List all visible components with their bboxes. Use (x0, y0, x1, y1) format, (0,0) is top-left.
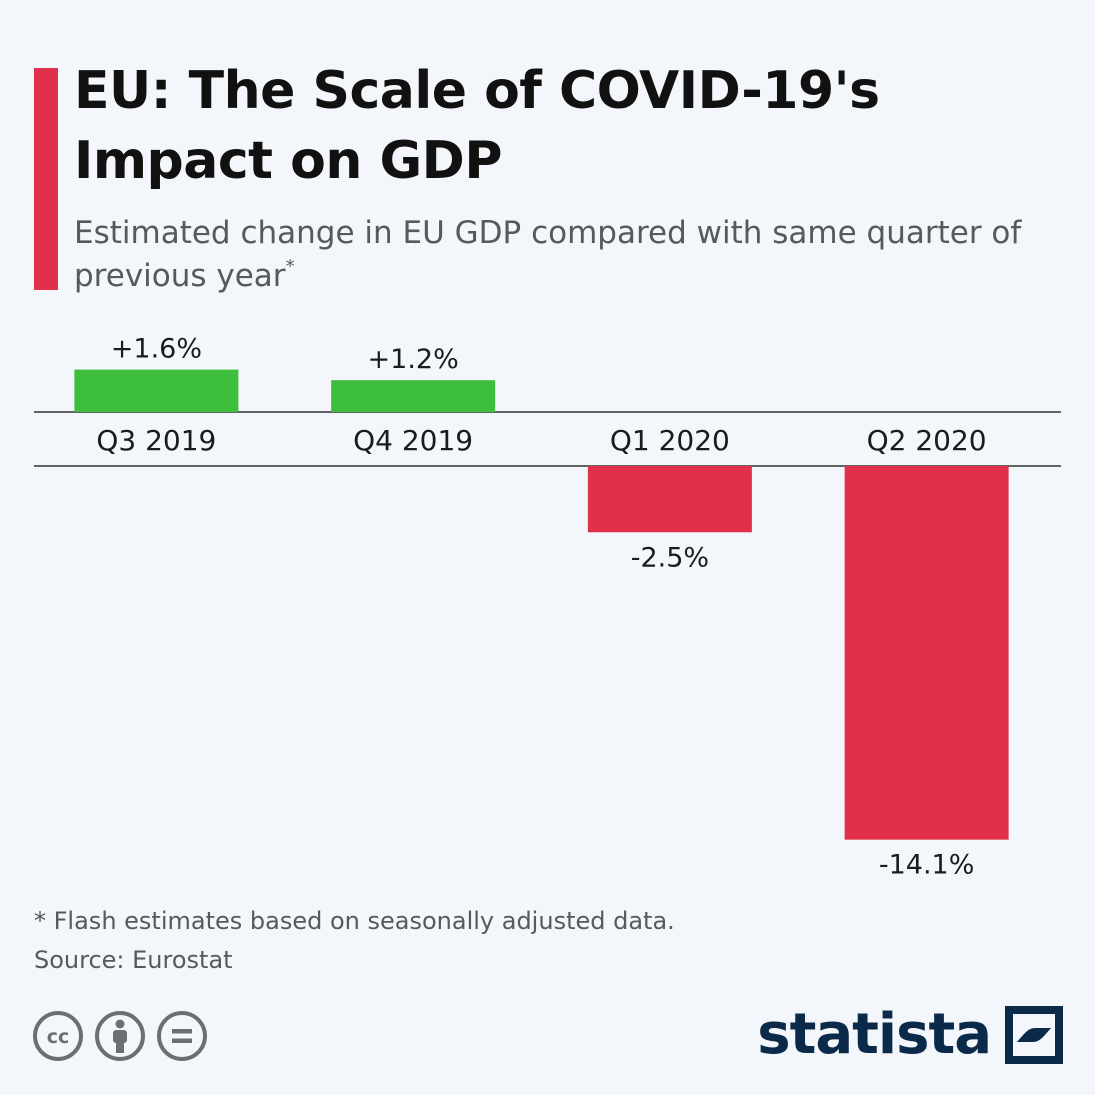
chart-subtitle: Estimated change in EU GDP compared with… (74, 212, 1074, 298)
statista-logo-icon (1005, 1006, 1063, 1064)
subtitle-footnote-marker: * (285, 256, 295, 277)
footnote: * Flash estimates based on seasonally ad… (34, 907, 675, 935)
title-accent-bar (34, 68, 58, 290)
data-label: -14.1% (879, 850, 975, 881)
data-label: +1.2% (368, 344, 459, 375)
x-tick-label: Q1 2020 (610, 424, 730, 457)
bar (331, 380, 496, 412)
x-tick-label: Q3 2019 (96, 424, 216, 457)
no-derivatives-icon[interactable] (156, 1010, 208, 1062)
data-label: -2.5% (631, 542, 709, 573)
brand-name: statista (757, 1002, 992, 1067)
bar-chart: +1.6% Q3 2019 +1.2% Q4 2019 -2.5% Q1 2020 -14.… (34, 334, 1061, 881)
bar (587, 466, 752, 533)
subtitle-text: Estimated change in EU GDP compared with… (74, 215, 1022, 294)
x-tick-label: Q4 2019 (353, 424, 473, 457)
bar (74, 369, 239, 412)
license-icons: cc (32, 1010, 208, 1066)
data-label: +1.6% (111, 334, 202, 365)
brand-logo[interactable]: statista (757, 998, 1063, 1072)
svg-text:cc: cc (47, 1026, 70, 1048)
chart-title: EU: The Scale of COVID-19's Impact on GD… (74, 61, 880, 191)
bar (844, 466, 1009, 840)
attribution-icon[interactable] (94, 1010, 146, 1062)
creative-commons-icon[interactable]: cc (32, 1010, 84, 1062)
x-tick-label: Q2 2020 (867, 424, 987, 457)
source-note: Source: Eurostat (34, 946, 233, 974)
